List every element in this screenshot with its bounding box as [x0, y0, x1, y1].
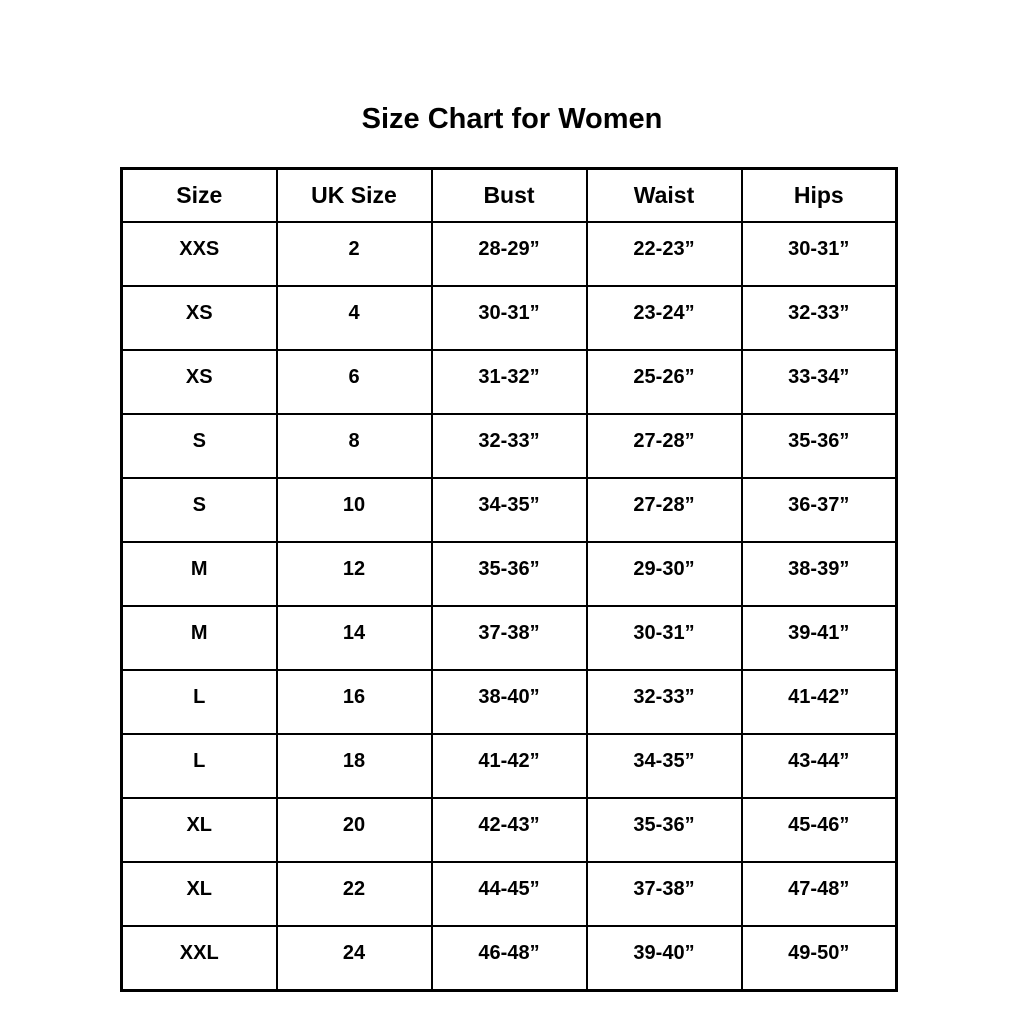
table-row: XS 6 31-32” 25-26” 33-34” [120, 349, 898, 415]
table-body: XXS 2 28-29” 22-23” 30-31” XS 4 30-31” 23-24” 32-… [120, 221, 898, 992]
table-row: M 14 37-38” 30-31” 39-41” [120, 605, 898, 671]
table-cell: 45-46” [740, 797, 898, 863]
table-cell: XXS [120, 221, 278, 287]
table-row: XL 22 44-45” 37-38” 47-48” [120, 861, 898, 927]
table-cell: XXL [120, 925, 278, 992]
table-cell: 14 [275, 605, 433, 671]
table-cell: 28-29” [430, 221, 588, 287]
table-cell: 39-40” [585, 925, 743, 992]
table-cell: 44-45” [430, 861, 588, 927]
table-row: S 8 32-33” 27-28” 35-36” [120, 413, 898, 479]
table-cell: 37-38” [430, 605, 588, 671]
table-cell: S [120, 413, 278, 479]
table-cell: M [120, 605, 278, 671]
table-cell: 18 [275, 733, 433, 799]
table-cell: 30-31” [430, 285, 588, 351]
table-cell: 37-38” [585, 861, 743, 927]
table-row: S 10 34-35” 27-28” 36-37” [120, 477, 898, 543]
table-cell: 6 [275, 349, 433, 415]
table-cell: 2 [275, 221, 433, 287]
table-cell: S [120, 477, 278, 543]
table-header-row: Size UK Size Bust Waist Hips [120, 167, 898, 223]
table-cell: 41-42” [740, 669, 898, 735]
table-row: M 12 35-36” 29-30” 38-39” [120, 541, 898, 607]
table-header: Size UK Size Bust Waist Hips [120, 167, 898, 223]
table-cell: 24 [275, 925, 433, 992]
table-cell: 27-28” [585, 413, 743, 479]
table-cell: 33-34” [740, 349, 898, 415]
table-cell: XS [120, 285, 278, 351]
page-title: Size Chart for Women [361, 103, 663, 135]
table-cell: 35-36” [740, 413, 898, 479]
table-cell: 38-39” [740, 541, 898, 607]
table-cell: XL [120, 861, 278, 927]
table-cell: 34-35” [430, 477, 588, 543]
table-cell: 32-33” [740, 285, 898, 351]
table-cell: 22-23” [585, 221, 743, 287]
column-header: Waist [585, 167, 743, 223]
table-cell: 34-35” [585, 733, 743, 799]
table-cell: 8 [275, 413, 433, 479]
table-row: XXS 2 28-29” 22-23” 30-31” [120, 221, 898, 287]
table-cell: 31-32” [430, 349, 588, 415]
table-cell: L [120, 669, 278, 735]
table-cell: 41-42” [430, 733, 588, 799]
table-cell: 38-40” [430, 669, 588, 735]
table-cell: XL [120, 797, 278, 863]
column-header: Bust [430, 167, 588, 223]
table-cell: 4 [275, 285, 433, 351]
table-cell: 46-48” [430, 925, 588, 992]
table-cell: 27-28” [585, 477, 743, 543]
table-cell: 16 [275, 669, 433, 735]
table-cell: XS [120, 349, 278, 415]
table-row: XS 4 30-31” 23-24” 32-33” [120, 285, 898, 351]
table-cell: 30-31” [740, 221, 898, 287]
table-row: L 18 41-42” 34-35” 43-44” [120, 733, 898, 799]
table-cell: M [120, 541, 278, 607]
table-cell: 12 [275, 541, 433, 607]
column-header: Hips [740, 167, 898, 223]
table-cell: 49-50” [740, 925, 898, 992]
table-cell: 36-37” [740, 477, 898, 543]
table-cell: 42-43” [430, 797, 588, 863]
column-header: UK Size [275, 167, 433, 223]
table-cell: L [120, 733, 278, 799]
table-cell: 10 [275, 477, 433, 543]
table-cell: 20 [275, 797, 433, 863]
table-row: XXL 24 46-48” 39-40” 49-50” [120, 925, 898, 992]
table-cell: 47-48” [740, 861, 898, 927]
column-header: Size [120, 167, 278, 223]
table-row: L 16 38-40” 32-33” 41-42” [120, 669, 898, 735]
table-cell: 43-44” [740, 733, 898, 799]
table-cell: 30-31” [585, 605, 743, 671]
table-cell: 35-36” [430, 541, 588, 607]
table-cell: 25-26” [585, 349, 743, 415]
table-cell: 22 [275, 861, 433, 927]
table-cell: 32-33” [585, 669, 743, 735]
table-cell: 29-30” [585, 541, 743, 607]
table-row: XL 20 42-43” 35-36” 45-46” [120, 797, 898, 863]
size-chart-table: Size UK Size Bust Waist Hips XXS 2 28-29” 22-23… [120, 167, 898, 992]
table-cell: 32-33” [430, 413, 588, 479]
table-cell: 35-36” [585, 797, 743, 863]
table-cell: 23-24” [585, 285, 743, 351]
table-cell: 39-41” [740, 605, 898, 671]
